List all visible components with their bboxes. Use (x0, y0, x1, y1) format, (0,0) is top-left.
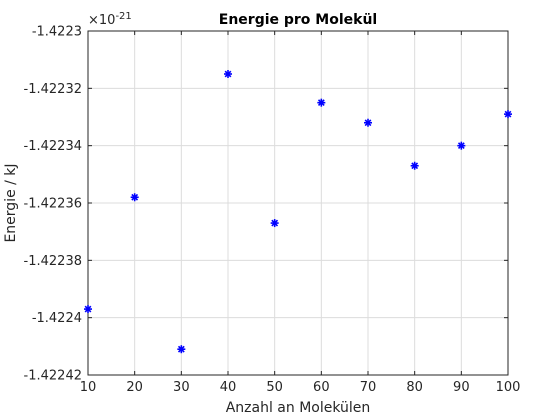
y-tick-label: -1.4224 (32, 311, 82, 326)
x-tick-label: 80 (406, 380, 423, 395)
data-points (84, 70, 512, 354)
y-tick-label: -1.42236 (24, 197, 82, 212)
data-point (130, 193, 139, 202)
y-tick-label: -1.42234 (24, 139, 82, 154)
x-tick-label: 90 (453, 380, 470, 395)
y-tick-label: -1.42242 (24, 369, 82, 384)
y-tick-label: -1.42232 (24, 82, 82, 97)
y-tick-label: -1.4223 (32, 25, 82, 40)
y-tick-label: -1.42238 (24, 254, 82, 269)
x-tick-labels: 10 20 30 40 50 60 70 80 90 100 (80, 380, 521, 395)
x-axis-label: Anzahl an Molekülen (226, 400, 371, 416)
y-axis-label: Energie / kJ (3, 163, 19, 242)
data-point (84, 305, 92, 314)
data-point (364, 118, 372, 127)
data-point (224, 70, 232, 78)
x-tick-label: 30 (173, 380, 190, 395)
x-tick-label: 10 (80, 380, 97, 395)
chart-title: Energie pro Molekül (219, 12, 377, 28)
x-tick-label: 100 (496, 380, 521, 395)
x-tick-label: 40 (220, 380, 237, 395)
x-tick-label: 70 (360, 380, 377, 395)
x-tick-label: 50 (266, 380, 283, 395)
ticks (87, 30, 509, 376)
data-point (457, 141, 466, 150)
x-tick-label: 20 (126, 380, 143, 395)
y-tick-labels: -1.4223 -1.42232 -1.42234 -1.42236 -1.42238 -… (24, 25, 82, 384)
y-exponent-label: ×10-21 (88, 11, 132, 28)
x-tick-label: 60 (313, 380, 330, 395)
data-point (317, 98, 326, 107)
data-point (410, 161, 419, 170)
data-point (177, 345, 186, 354)
data-point (504, 110, 512, 119)
data-point (270, 219, 279, 228)
